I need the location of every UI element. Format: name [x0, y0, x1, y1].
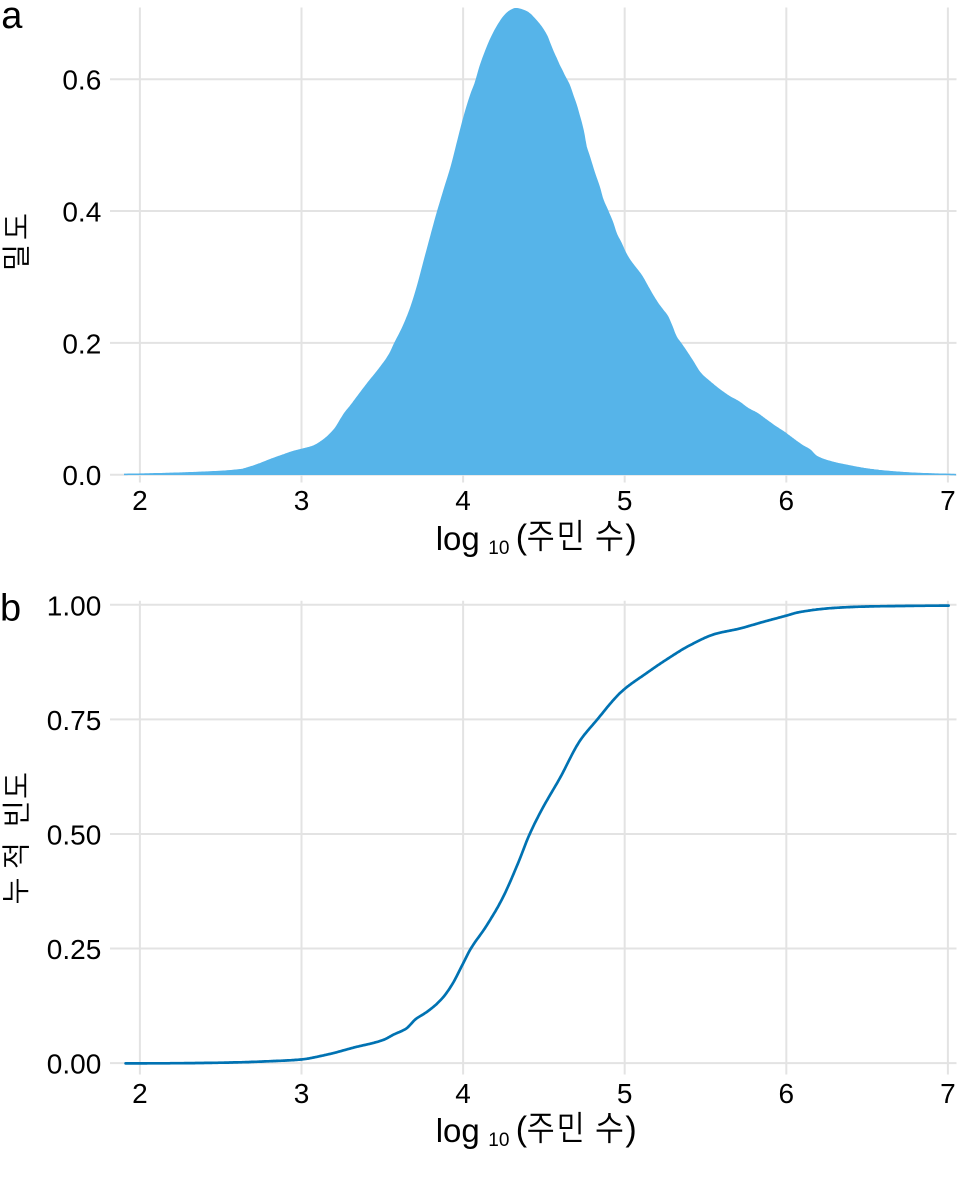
svg-text:(: ( [516, 1111, 528, 1149]
svg-text:2: 2 [132, 1078, 148, 1109]
svg-text:log: log [436, 1112, 480, 1149]
svg-text:(: ( [516, 519, 528, 557]
svg-text:3: 3 [294, 485, 310, 516]
svg-text:7: 7 [940, 485, 956, 516]
svg-text:0.25: 0.25 [47, 934, 102, 965]
svg-text:6: 6 [779, 1078, 795, 1109]
svg-text:b: b [0, 588, 21, 630]
svg-text:2: 2 [132, 485, 148, 516]
svg-text:0.4: 0.4 [62, 197, 101, 228]
svg-text:4: 4 [455, 1078, 471, 1109]
svg-text:0.50: 0.50 [47, 819, 102, 850]
svg-text:a: a [1, 0, 23, 37]
svg-text:): ) [625, 1111, 636, 1149]
svg-text:1.00: 1.00 [47, 590, 102, 621]
svg-text:log: log [436, 520, 480, 557]
svg-text:10: 10 [488, 1130, 509, 1151]
svg-text:): ) [625, 519, 636, 557]
svg-text:5: 5 [617, 1078, 633, 1109]
svg-text:6: 6 [779, 485, 795, 516]
svg-text:0.00: 0.00 [47, 1049, 102, 1080]
svg-text:5: 5 [617, 485, 633, 516]
svg-text:7: 7 [940, 1078, 956, 1109]
svg-text:0.6: 0.6 [62, 65, 101, 96]
svg-text:0.75: 0.75 [47, 705, 102, 736]
svg-text:3: 3 [294, 1078, 310, 1109]
svg-text:4: 4 [455, 485, 471, 516]
svg-text:10: 10 [488, 538, 509, 559]
svg-text:0.0: 0.0 [62, 460, 101, 491]
svg-text:0.2: 0.2 [62, 328, 101, 359]
